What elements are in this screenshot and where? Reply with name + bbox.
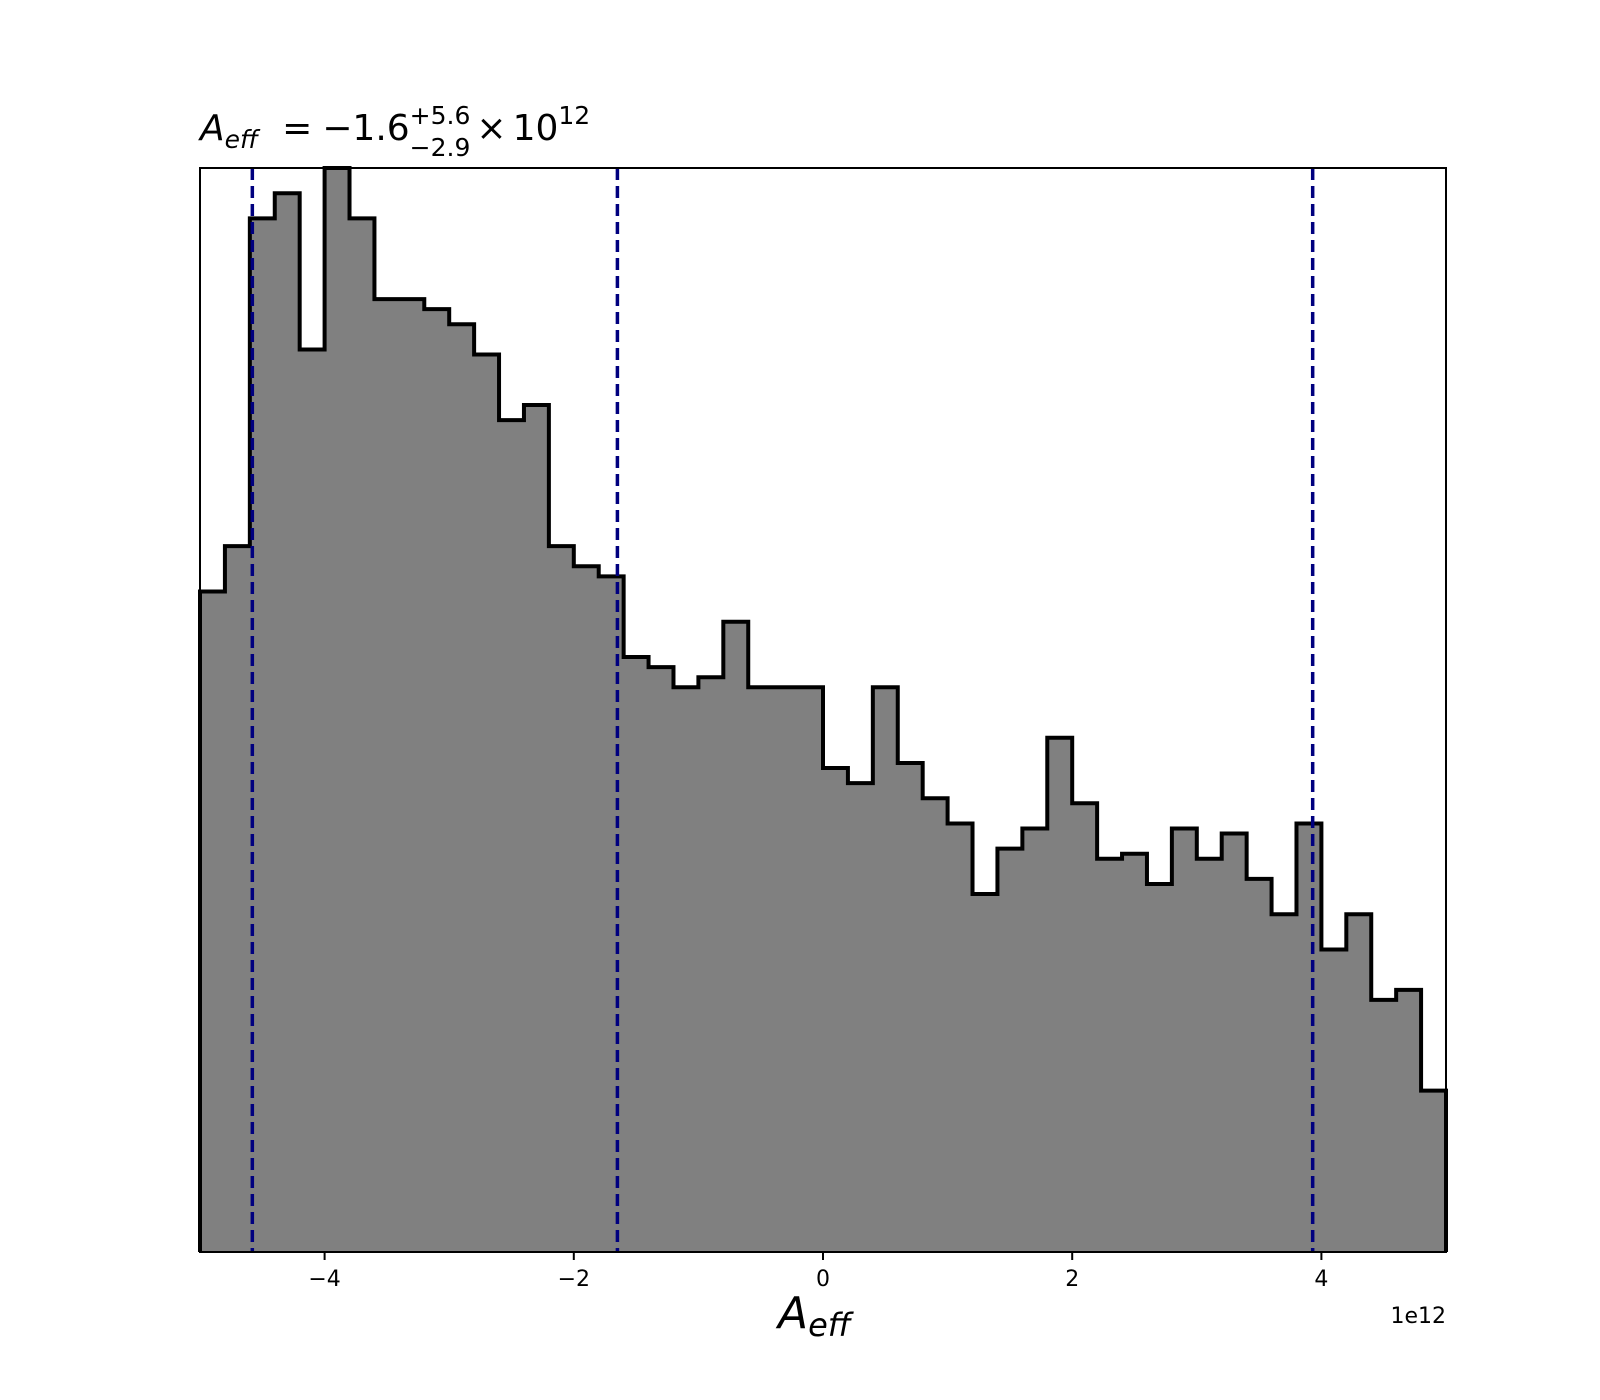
x-axis-offset-label: 1e12 bbox=[1390, 1304, 1446, 1329]
histogram-bar-30 bbox=[948, 823, 973, 1252]
histogram-bar-10 bbox=[449, 324, 474, 1252]
histogram-bar-26 bbox=[848, 783, 873, 1252]
x-axis-label: Aeff bbox=[775, 1288, 855, 1344]
histogram-bar-27 bbox=[873, 687, 898, 1252]
histogram-bar-22 bbox=[748, 687, 773, 1252]
histogram-bar-45 bbox=[1321, 949, 1346, 1252]
histogram-bar-21 bbox=[723, 622, 748, 1252]
histogram-bar-18 bbox=[649, 667, 674, 1252]
histogram-bar-43 bbox=[1272, 914, 1297, 1252]
xlabel-symbol: A bbox=[775, 1288, 808, 1339]
histogram-bar-49 bbox=[1421, 1091, 1446, 1252]
histogram-bar-47 bbox=[1371, 1000, 1396, 1252]
histogram-bar-28 bbox=[898, 763, 923, 1252]
histogram-bar-4 bbox=[300, 350, 325, 1252]
histogram-bar-0 bbox=[200, 592, 225, 1252]
quantile-lines bbox=[250, 168, 1315, 1252]
x-axis-ticks: −4 −2 0 2 4 bbox=[308, 1252, 1328, 1292]
histogram-bar-5 bbox=[325, 168, 350, 1252]
title-base: 10 bbox=[513, 108, 559, 149]
title-err-plus: +5.6 bbox=[410, 101, 471, 130]
histogram-bar-14 bbox=[549, 546, 574, 1252]
histogram-bar-35 bbox=[1072, 803, 1097, 1252]
histogram-bar-15 bbox=[574, 566, 599, 1252]
histogram-bar-40 bbox=[1197, 859, 1222, 1252]
title-equals: = bbox=[282, 108, 312, 149]
histogram-bar-33 bbox=[1022, 828, 1047, 1252]
histogram-bar-37 bbox=[1122, 854, 1147, 1252]
title-exponent: 12 bbox=[558, 101, 590, 130]
histogram-bar-29 bbox=[923, 798, 948, 1252]
histogram-bar-23 bbox=[773, 687, 798, 1252]
histogram-bar-46 bbox=[1346, 914, 1371, 1252]
title-symbol: A bbox=[198, 108, 225, 149]
histogram-bar-31 bbox=[973, 894, 998, 1252]
histogram-bar-36 bbox=[1097, 859, 1122, 1252]
histogram-bar-48 bbox=[1396, 990, 1421, 1252]
histogram-bar-9 bbox=[424, 309, 449, 1252]
histogram-bar-8 bbox=[399, 299, 424, 1252]
x-tick-label-0: −4 bbox=[308, 1267, 340, 1292]
histogram-bar-25 bbox=[823, 768, 848, 1252]
x-tick-label-1: −2 bbox=[558, 1267, 590, 1292]
histogram-bar-44 bbox=[1296, 823, 1321, 1252]
title-times: × bbox=[476, 108, 506, 149]
chart-title: Aeff = −1.6+5.6 −2.9 × 1012 bbox=[198, 101, 590, 162]
histogram-bar-42 bbox=[1247, 879, 1272, 1252]
histogram-bar-32 bbox=[997, 849, 1022, 1252]
histogram-bar-1 bbox=[225, 546, 250, 1252]
histogram-bar-12 bbox=[499, 420, 524, 1252]
histogram-bar-41 bbox=[1222, 834, 1247, 1252]
title-symbol-subscript: eff bbox=[225, 125, 261, 154]
histogram-outline bbox=[198, 166, 1448, 1252]
histogram-bar-39 bbox=[1172, 828, 1197, 1252]
histogram-bar-17 bbox=[624, 657, 649, 1252]
histogram-bar-13 bbox=[524, 405, 549, 1252]
title-err-minus: −2.9 bbox=[410, 133, 471, 162]
histogram-bar-11 bbox=[474, 355, 499, 1252]
title-median: −1.6 bbox=[322, 108, 409, 149]
histogram-bar-16 bbox=[599, 576, 624, 1252]
histogram-bar-38 bbox=[1147, 884, 1172, 1252]
histogram-bar-7 bbox=[374, 299, 399, 1252]
x-tick-label-3: 2 bbox=[1065, 1267, 1079, 1292]
histogram-bar-24 bbox=[798, 687, 823, 1252]
xlabel-symbol-subscript: eff bbox=[808, 1306, 855, 1344]
histogram-bar-34 bbox=[1047, 738, 1072, 1252]
x-tick-label-4: 4 bbox=[1314, 1267, 1328, 1292]
histogram-bar-20 bbox=[698, 677, 723, 1252]
histogram-bar-3 bbox=[275, 193, 300, 1252]
histogram-bar-19 bbox=[673, 687, 698, 1252]
histogram-bar-6 bbox=[350, 218, 375, 1252]
x-tick-label-2: 0 bbox=[816, 1267, 830, 1292]
